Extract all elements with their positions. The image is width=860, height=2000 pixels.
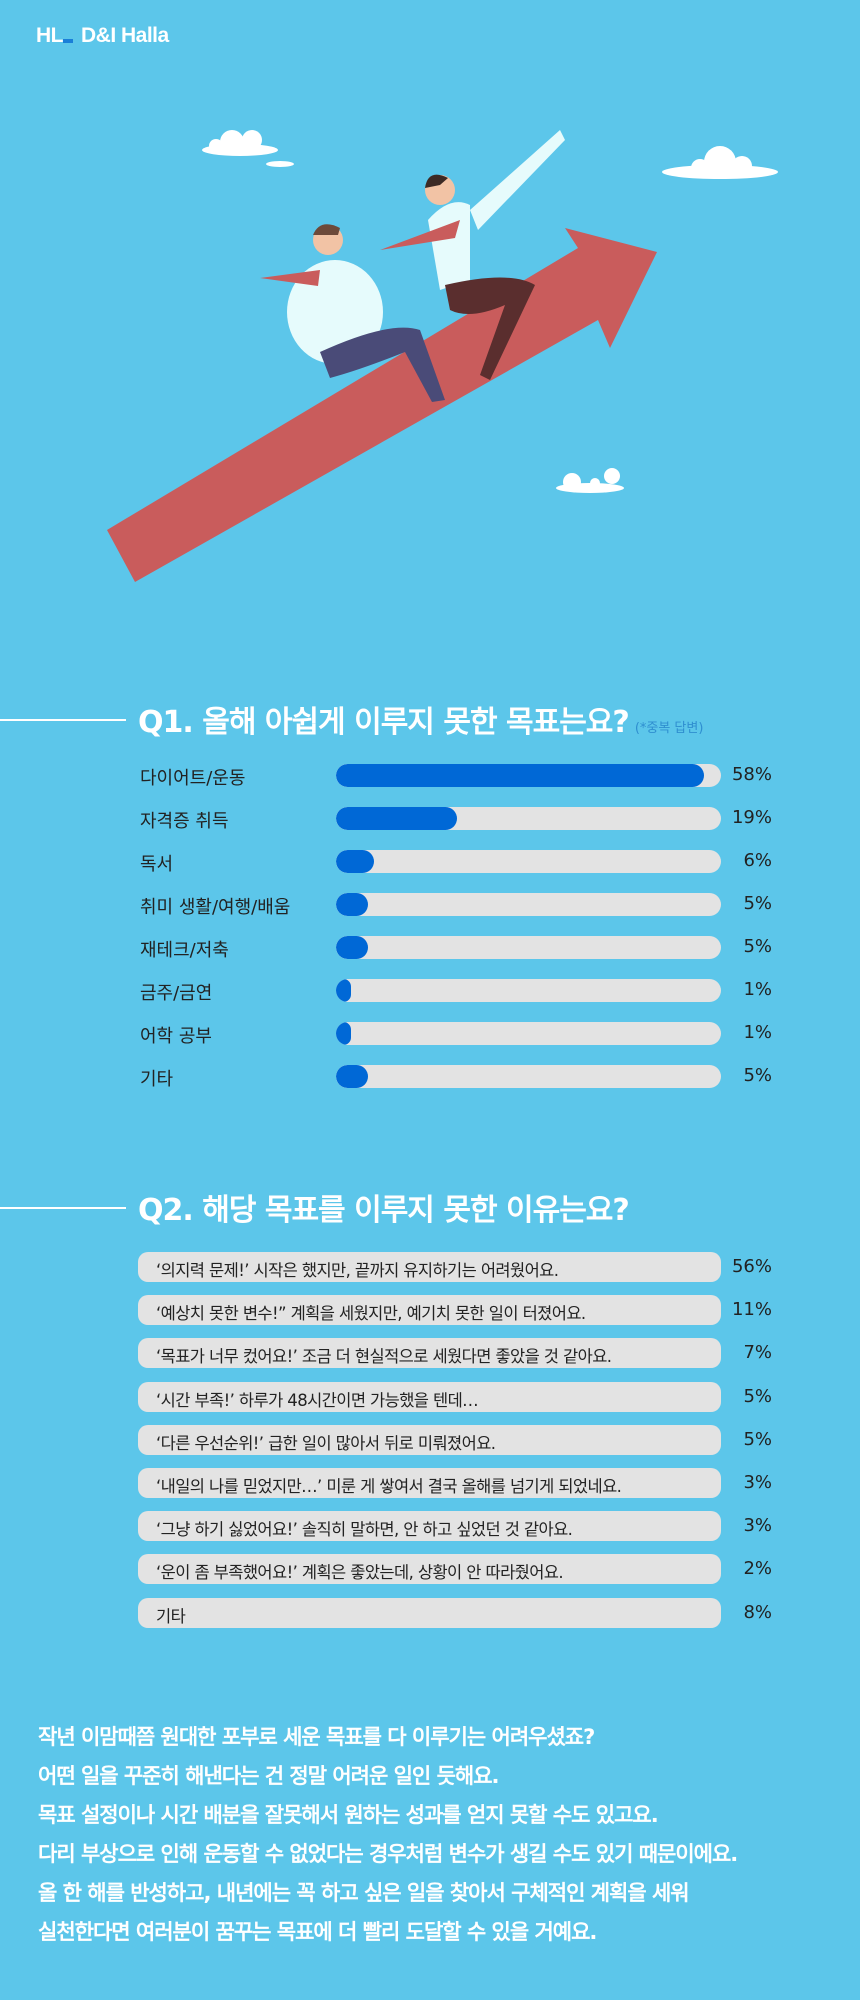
q1-note: (*중복 답변) [634,721,704,736]
q1-bar-track [336,1065,721,1088]
q2-row: ‘예상치 못한 변수!” 계획을 세웠지만, 예기치 못한 일이 터졌어요. 1… [0,1295,860,1326]
closing-line: 목표 설정이나 시간 배분을 잘못해서 원하는 성과를 얻지 못할 수도 있고요… [38,1803,659,1827]
q1-bar-fill [336,850,375,873]
q1-bar-track [336,1022,721,1045]
q2-row-percent: 3% [743,1515,772,1537]
q1-bar-fill [336,1022,352,1045]
logo-mark: HL [36,24,64,47]
cloud-icon [202,130,778,493]
q1-row-percent: 1% [743,979,772,1000]
q1-row: 금주/금연 1% [0,975,860,1005]
q1-bar-track [336,893,721,916]
q2-reason-pill: ‘예상치 못한 변수!” 계획을 세웠지만, 예기치 못한 일이 터졌어요. [138,1295,721,1326]
q2-reason-text: ‘목표가 너무 컸어요!’ 조금 더 현실적으로 세웠다면 좋았을 것 같아요. [156,1347,612,1367]
q2-reason-pill: ‘그냥 하기 싫었어요!’ 솔직히 말하면, 안 하고 싶었던 것 같아요. [138,1511,721,1542]
q1-divider [0,719,126,721]
q1-row-percent: 5% [743,893,772,914]
q2-reason-pill: 기타 [138,1597,721,1628]
q2-row-percent: 7% [743,1342,772,1364]
q1-bar-track [336,979,721,1002]
q1-row-percent: 5% [743,936,772,957]
q2-row: ‘그냥 하기 싫었어요!’ 솔직히 말하면, 안 하고 싶었던 것 같아요. 3… [0,1511,860,1542]
q1-row: 취미 생활/여행/배움 5% [0,889,860,919]
q2-row-percent: 8% [743,1601,772,1623]
q1-row-label: 금주/금연 [140,983,213,1004]
q1-row-label: 어학 공부 [140,1026,212,1047]
q1-row: 다이어트/운동 58% [0,760,860,790]
q2-row-percent: 5% [743,1385,772,1407]
q1-row-percent: 1% [743,1022,772,1043]
q2-reason-text: ‘시간 부족!’ 하루가 48시간이면 가능했을 텐데… [156,1390,479,1410]
q1-row: 독서 6% [0,846,860,876]
q1-title-text: Q1. 올해 아쉽게 이루지 못한 목표는요? [138,705,630,740]
q2-row-percent: 2% [743,1558,772,1580]
closing-line: 작년 이맘때쯤 원대한 포부로 세운 목표를 다 이루기는 어려우셨죠? [38,1725,595,1749]
q1-bar-fill [336,807,457,830]
closing-line: 어떤 일을 꾸준히 해낸다는 건 정말 어려운 일인 듯해요. [38,1764,500,1788]
q1-bar-fill [336,936,368,959]
q1-row-label: 취미 생활/여행/배움 [140,897,291,918]
closing-line: 다리 부상으로 인해 운동할 수 없었다는 경우처럼 변수가 생길 수도 있기 … [38,1842,738,1866]
q1-row-label: 재테크/저축 [140,940,229,961]
q1-row-label: 다이어트/운동 [140,768,246,789]
red-arrow-icon [107,228,657,582]
q2-reason-text: ‘예상치 못한 변수!” 계획을 세웠지만, 예기치 못한 일이 터졌어요. [156,1304,586,1324]
q1-bar-track [336,807,721,830]
q2-reason-pill: ‘의지력 문제!’ 시작은 했지만, 끝까지 유지하기는 어려웠어요. [138,1252,721,1282]
q1-row-label: 독서 [140,854,174,875]
q1-bar-fill [336,764,705,787]
q2-row: ‘시간 부족!’ 하루가 48시간이면 가능했을 텐데… 5% [0,1381,860,1412]
q1-row: 자격증 취득 19% [0,803,860,833]
q1-row-label: 기타 [140,1069,174,1090]
logo-accent [63,39,73,43]
hero-illustration [107,130,778,582]
q2-reason-pill: ‘운이 좀 부족했어요!’ 계획은 좋았는데, 상황이 안 따라줬어요. [138,1554,721,1585]
q1-row-percent: 19% [731,807,772,828]
businessman-right-icon [380,130,565,380]
q2-row: ‘의지력 문제!’ 시작은 했지만, 끝까지 유지하기는 어려웠어요. 56% [0,1252,860,1282]
q1-bar-fill [336,893,368,916]
closing-paragraph: 작년 이맘때쯤 원대한 포부로 세운 목표를 다 이루기는 어려우셨죠? 어떤 일… [38,1718,738,1952]
q2-row: ‘내일의 나를 믿었지만…’ 미룬 게 쌓여서 결국 올해를 넘기게 되었네요.… [0,1468,860,1498]
q1-row: 어학 공부 1% [0,1018,860,1048]
q2-reason-text: ‘내일의 나를 믿었지만…’ 미룬 게 쌓여서 결국 올해를 넘기게 되었네요. [156,1477,622,1496]
q1-row-label: 자격증 취득 [140,811,229,832]
q1-row: 기타 5% [0,1061,860,1091]
q2-row: 기타 8% [0,1597,860,1628]
q1-row-percent: 6% [743,850,772,871]
q1-row-percent: 58% [731,764,772,785]
q1-bar-track [336,850,721,873]
q2-reason-text: ‘그냥 하기 싫었어요!’ 솔직히 말하면, 안 하고 싶었던 것 같아요. [156,1520,573,1540]
q2-row-percent: 5% [743,1428,772,1450]
q2-reason-text: 기타 [156,1606,186,1626]
businessman-left-icon [260,224,445,402]
q1-row-percent: 5% [743,1065,772,1086]
q1-bar-fill [336,979,352,1002]
q2-row: ‘운이 좀 부족했어요!’ 계획은 좋았는데, 상황이 안 따라줬어요. 2% [0,1554,860,1585]
q2-row: ‘다른 우선순위!’ 급한 일이 많아서 뒤로 미뤄졌어요. 5% [0,1424,860,1455]
q1-bar-track [336,936,721,959]
q2-reason-text: ‘운이 좀 부족했어요!’ 계획은 좋았는데, 상황이 안 따라줬어요. [156,1563,564,1583]
q2-row-percent: 3% [743,1472,772,1493]
logo-name: D&I Halla [81,24,169,47]
q2-reason-pill: ‘목표가 너무 컸어요!’ 조금 더 현실적으로 세웠다면 좋았을 것 같아요. [138,1338,721,1369]
q2-reason-text: ‘의지력 문제!’ 시작은 했지만, 끝까지 유지하기는 어려웠어요. [156,1261,559,1280]
q1-row: 재테크/저축 5% [0,932,860,962]
q2-row-percent: 56% [731,1256,772,1277]
q1-bar-track [336,764,721,787]
closing-line: 올 한 해를 반성하고, 내년에는 꼭 하고 싶은 일을 찾아서 구체적인 계획… [38,1881,690,1905]
q2-row: ‘목표가 너무 컸어요!’ 조금 더 현실적으로 세웠다면 좋았을 것 같아요.… [0,1338,860,1369]
closing-line: 실천한다면 여러분이 꿈꾸는 목표에 더 빨리 도달할 수 있을 거예요. [38,1920,597,1944]
q2-divider [0,1207,126,1209]
q1-bar-fill [336,1065,368,1088]
q2-reason-text: ‘다른 우선순위!’ 급한 일이 많아서 뒤로 미뤄졌어요. [156,1433,496,1453]
q2-row-percent: 11% [731,1299,772,1321]
q2-reason-pill: ‘내일의 나를 믿었지만…’ 미룬 게 쌓여서 결국 올해를 넘기게 되었네요. [138,1468,721,1498]
brand-logo: HL D&I Halla [36,24,169,48]
q1-title: Q1. 올해 아쉽게 이루지 못한 목표는요? (*중복 답변) [138,697,703,741]
q2-reason-pill: ‘다른 우선순위!’ 급한 일이 많아서 뒤로 미뤄졌어요. [138,1424,721,1455]
q2-reason-pill: ‘시간 부족!’ 하루가 48시간이면 가능했을 텐데… [138,1381,721,1412]
q2-title: Q2. 해당 목표를 이루지 못한 이유는요? [138,1193,630,1228]
